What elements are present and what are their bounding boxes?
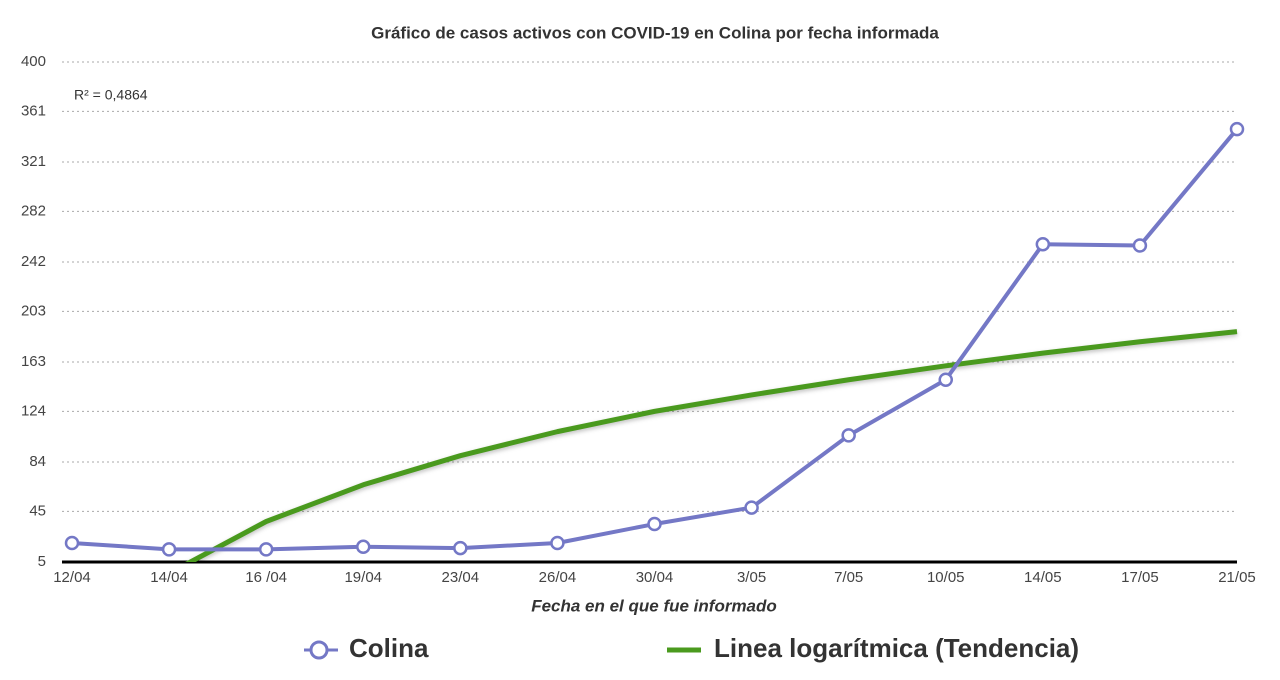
data-point	[356, 539, 371, 555]
y-tick-label: 45	[29, 502, 46, 519]
x-tick-label: 16 /04	[245, 569, 287, 586]
y-tick-label: 203	[21, 302, 46, 319]
data-point	[64, 535, 80, 551]
data-point	[647, 516, 662, 532]
legend-marker	[309, 640, 329, 660]
x-tick-label: 12/04	[53, 569, 91, 586]
data-point	[550, 535, 565, 551]
x-axis-label: Fecha en el que fue informado	[531, 596, 777, 615]
x-tick-label: 17/05	[1121, 569, 1159, 586]
data-point	[1132, 238, 1148, 253]
data-point	[1229, 121, 1245, 137]
data-point	[1035, 237, 1051, 252]
y-tick-label: 84	[29, 453, 46, 470]
x-tick-label: 26/04	[539, 569, 577, 586]
legend-label: Linea logarítmica (Tendencia)	[714, 633, 1079, 663]
y-tick-label: 124	[21, 402, 46, 419]
data-point	[258, 542, 274, 557]
chart-title: Gráfico de casos activos con COVID-19 en…	[371, 23, 939, 42]
y-tick-label: 242	[21, 253, 46, 270]
x-tick-label: 30/04	[636, 569, 674, 586]
x-tick-label: 3/05	[737, 569, 766, 586]
x-tick-label: 14/04	[150, 569, 188, 586]
y-tick-label: 5	[38, 553, 46, 570]
y-tick-label: 282	[21, 202, 46, 219]
legend: Colina Linea logarítmica (Tendencia)	[304, 633, 1079, 663]
y-tick-label: 400	[21, 53, 46, 70]
x-tick-label: 14/05	[1024, 569, 1062, 586]
series-line	[71, 127, 1239, 552]
x-tick-label: 10/05	[927, 569, 965, 586]
data-point	[161, 542, 177, 557]
x-tick-label: 21/05	[1218, 569, 1256, 586]
legend-label: Colina	[349, 633, 429, 663]
annotation: R² = 0,4864	[74, 87, 148, 103]
data-point	[938, 372, 953, 387]
x-tick-label: 7/05	[834, 569, 863, 586]
data-point	[841, 428, 856, 443]
y-tick-label: 321	[21, 153, 46, 170]
y-tick-label: 163	[21, 353, 46, 370]
series-line	[185, 329, 1238, 562]
data-point	[453, 540, 468, 556]
y-tick-label: 361	[21, 102, 46, 119]
x-tick-label: 19/04	[344, 569, 382, 586]
x-tick-label: 23/04	[442, 569, 480, 586]
data-point	[744, 500, 759, 515]
